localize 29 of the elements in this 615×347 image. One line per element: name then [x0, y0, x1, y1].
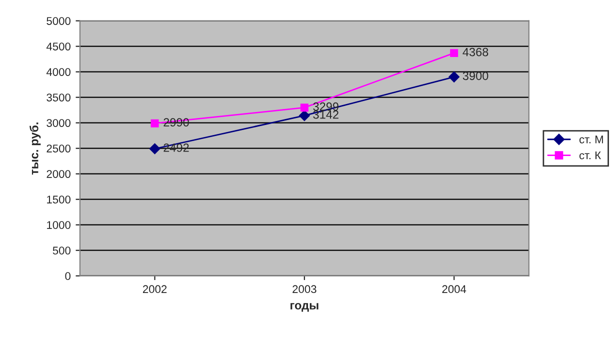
y-tick-label: 3000 [46, 119, 70, 127]
legend-label: ст. М [579, 136, 603, 144]
y-tick-label: 5000 [46, 17, 70, 25]
y-axis-title: тыс. руб. [30, 122, 41, 175]
x-tick-label: 2004 [442, 285, 466, 294]
data-label: 3299 [313, 102, 338, 111]
y-tick-label: 1000 [47, 221, 70, 229]
y-tick-label: 2000 [46, 170, 70, 178]
legend-label: ст. К [579, 152, 601, 160]
point [150, 119, 159, 128]
y-tick-label: 3500 [46, 94, 70, 102]
data-label: 2990 [164, 118, 189, 127]
x-tick-label: 2003 [292, 285, 316, 294]
point [450, 49, 458, 58]
y-tick-label: 500 [52, 246, 70, 254]
data-label: 3900 [462, 72, 488, 80]
point [300, 104, 308, 112]
data-label: 4368 [462, 48, 488, 56]
y-tick-label: 4000 [46, 68, 70, 76]
y-tick-label: 4500 [46, 42, 70, 50]
point [298, 110, 310, 122]
y-tick-label: 2500 [46, 144, 70, 152]
data-label: 3142 [313, 110, 338, 119]
x-axis-title: годы [290, 303, 318, 312]
x-tick-label: 2002 [142, 285, 167, 294]
point [448, 72, 460, 82]
y-tick-label: 1500 [47, 196, 70, 204]
point [149, 143, 160, 154]
y-tick-label: 0 [65, 272, 70, 280]
